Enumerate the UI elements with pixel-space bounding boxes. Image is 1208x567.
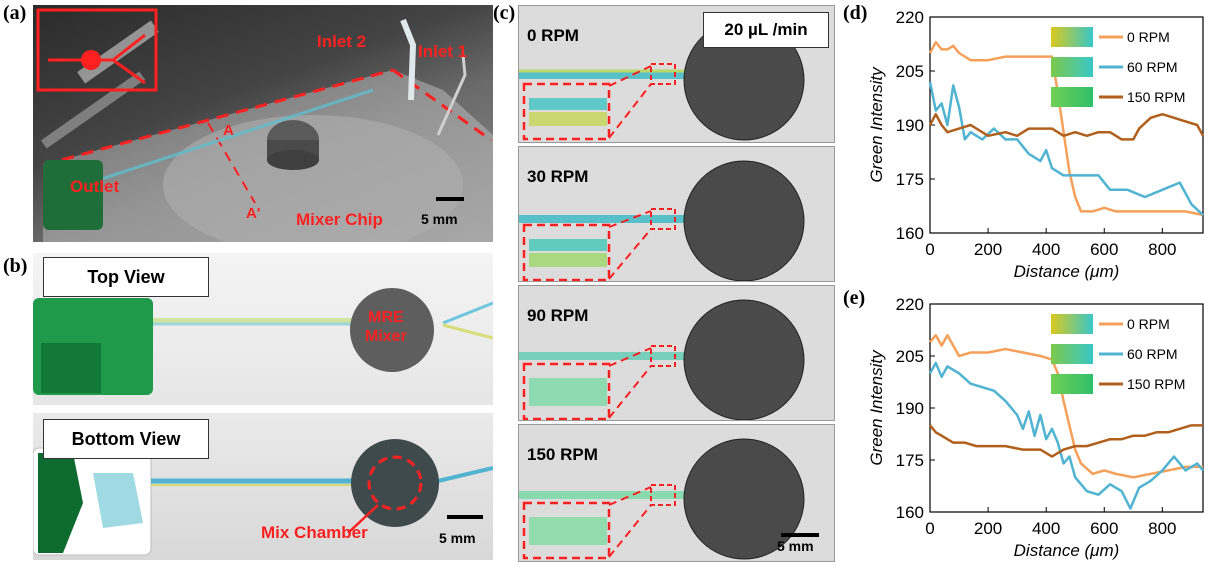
x-axis-label: Distance (μm) bbox=[1014, 541, 1120, 560]
legend-swatch-2 bbox=[1051, 374, 1093, 394]
legend-label-1: 60 RPM bbox=[1127, 346, 1178, 362]
panel-b-bottom-photo: Bottom View Mix Chamber 5 mm bbox=[33, 413, 493, 560]
x-tick-label: 200 bbox=[974, 519, 1002, 538]
mre-mixer-label: MRE Mixer bbox=[365, 309, 407, 345]
y-tick-label: 160 bbox=[896, 503, 924, 522]
panel-c-scale-bar-label: 5 mm bbox=[777, 538, 814, 554]
panel-c-row-2: 90 RPM bbox=[518, 285, 835, 421]
y-tick-label: 205 bbox=[896, 62, 924, 81]
inlet-1-label: Inlet 1 bbox=[418, 42, 468, 61]
legend-swatch-2 bbox=[1051, 87, 1093, 107]
legend-swatch-1 bbox=[1051, 57, 1093, 77]
x-tick-label: 600 bbox=[1090, 519, 1118, 538]
series-line-2 bbox=[928, 112, 1205, 141]
x-tick-label: 0 bbox=[925, 240, 934, 259]
x-tick-label: 0 bbox=[925, 519, 934, 538]
y-tick-label: 190 bbox=[896, 116, 924, 135]
panel-c-row-0-illustration bbox=[519, 19, 805, 141]
panel-c: 0 RPM 20 µL /min 30 RPM 90 RPM bbox=[518, 5, 835, 562]
y-tick-label: 220 bbox=[896, 295, 924, 314]
y-axis-label: Green Intensity bbox=[867, 66, 886, 183]
legend-label-2: 150 RPM bbox=[1127, 376, 1185, 392]
panel-letter-e: (e) bbox=[843, 287, 866, 309]
legend-label-2: 150 RPM bbox=[1127, 89, 1185, 105]
y-tick-label: 220 bbox=[896, 8, 924, 27]
panel-c-row-3: 150 RPM 5 mm bbox=[518, 424, 835, 562]
outlet-label: Outlet bbox=[70, 177, 120, 196]
rpm-label-0: 0 RPM bbox=[527, 26, 579, 45]
x-tick-label: 600 bbox=[1090, 240, 1118, 259]
rpm-label-3: 150 RPM bbox=[527, 445, 598, 464]
panel-letter-c: (c) bbox=[493, 2, 516, 24]
y-axis-label: Green Intensity bbox=[867, 349, 886, 466]
series-line-2 bbox=[929, 424, 1203, 458]
y-tick-label: 175 bbox=[896, 451, 924, 470]
bottom-view-label: Bottom View bbox=[43, 419, 209, 459]
y-tick-label: 160 bbox=[896, 224, 924, 243]
panel-c-row-1: 30 RPM bbox=[518, 146, 835, 282]
mixer-chip-label: Mixer Chip bbox=[296, 210, 383, 229]
series-line-0 bbox=[928, 40, 1204, 217]
panel-letter-b: (b) bbox=[3, 255, 28, 277]
section-a-label: A bbox=[223, 122, 234, 139]
section-a-prime-label: A' bbox=[246, 205, 261, 222]
chart-d: 160 175 190 205 220 0 200 400 600 800 Distance (μm… bbox=[867, 8, 1205, 281]
legend-label-0: 0 RPM bbox=[1127, 29, 1170, 45]
series-line-0 bbox=[929, 333, 1203, 479]
y-tick-label: 190 bbox=[896, 399, 924, 418]
panel-b-bottom-illustration bbox=[33, 439, 493, 556]
panel-c-row-1-illustration bbox=[519, 160, 805, 281]
x-tick-label: 400 bbox=[1032, 519, 1060, 538]
legend-swatch-1 bbox=[1051, 344, 1093, 364]
x-axis-label: Distance (μm) bbox=[1014, 262, 1120, 281]
panel-letter-d: (d) bbox=[843, 2, 868, 24]
panel-c-row-3-illustration bbox=[519, 438, 819, 560]
legend-label-0: 0 RPM bbox=[1127, 316, 1170, 332]
panel-a-scale-bar-label: 5 mm bbox=[421, 211, 458, 227]
legend-swatch-0 bbox=[1051, 27, 1093, 47]
rpm-label-2: 90 RPM bbox=[527, 306, 589, 325]
panel-a-illustration bbox=[36, 8, 493, 242]
y-tick-label: 175 bbox=[896, 170, 924, 189]
panel-b-top-photo: Top View MRE Mixer bbox=[33, 253, 493, 405]
panel-b-scale-bar-label: 5 mm bbox=[439, 530, 476, 546]
top-view-label: Top View bbox=[43, 257, 209, 297]
inlet-2-label: Inlet 2 bbox=[317, 32, 367, 51]
x-tick-label: 200 bbox=[974, 240, 1002, 259]
rpm-label-1: 30 RPM bbox=[527, 167, 589, 186]
x-tick-label: 400 bbox=[1032, 240, 1060, 259]
panel-letter-a: (a) bbox=[3, 2, 27, 24]
panel-a-photo: Inlet 2 Inlet 1 A A' Outlet Mixer Chip 5… bbox=[33, 5, 493, 242]
legend-label-1: 60 RPM bbox=[1127, 59, 1178, 75]
legend-swatch-0 bbox=[1051, 314, 1093, 334]
series-line-1 bbox=[928, 81, 1204, 216]
flow-rate-label: 20 µL /min bbox=[703, 12, 829, 48]
x-tick-label: 800 bbox=[1148, 519, 1176, 538]
x-tick-label: 800 bbox=[1148, 240, 1176, 259]
chart-e: 160 175 190 205 220 0 200 400 600 800 Distance (μm… bbox=[867, 295, 1204, 560]
panel-c-row-2-illustration bbox=[519, 299, 805, 420]
y-tick-label: 205 bbox=[896, 347, 924, 366]
panel-c-row-0: 0 RPM 20 µL /min bbox=[518, 5, 835, 143]
mix-chamber-label: Mix Chamber bbox=[261, 523, 368, 542]
panel-b-top-illustration bbox=[33, 288, 493, 395]
series-line-1 bbox=[928, 361, 1204, 510]
